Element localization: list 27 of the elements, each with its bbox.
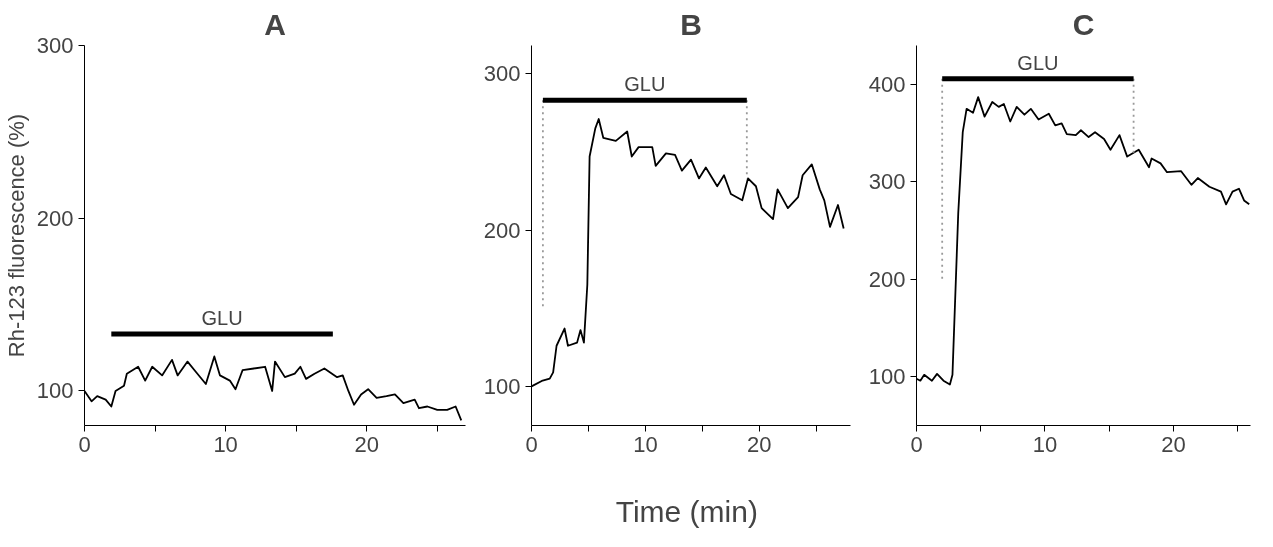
x-tick-label: 0 xyxy=(78,431,91,457)
x-tick-label: 10 xyxy=(1032,431,1058,457)
y-tick-label: 400 xyxy=(868,71,906,97)
x-tick-label: 10 xyxy=(213,431,238,457)
y-tick-label: 300 xyxy=(868,169,906,195)
y-tick-label: 300 xyxy=(483,61,521,87)
x-axis-title: Time (min) xyxy=(615,494,758,528)
y-axis-title: Rh-123 fluorescence (%) xyxy=(3,113,29,358)
y-tick-label: 300 xyxy=(36,33,74,58)
y-tick-label: 100 xyxy=(36,378,74,404)
annotation: GLU xyxy=(1017,51,1059,74)
x-tick-label: 20 xyxy=(1161,431,1186,457)
y-tick-label: 200 xyxy=(483,217,521,243)
x-tick-label: 10 xyxy=(633,431,658,457)
y-tick-label: 100 xyxy=(868,364,906,390)
y-tick-label: 100 xyxy=(483,373,521,399)
chart-title: C xyxy=(1072,7,1095,41)
y-tick-label: 200 xyxy=(868,266,906,292)
annotation: GLU xyxy=(624,73,666,96)
x-tick-label: 20 xyxy=(354,431,379,457)
x-tick-label: 0 xyxy=(910,431,923,457)
chart-title: B xyxy=(680,7,702,41)
chart-title: A xyxy=(264,7,286,41)
annotation: GLU xyxy=(201,306,243,329)
x-tick-label: 0 xyxy=(525,431,538,457)
y-tick-label: 200 xyxy=(36,205,74,231)
x-tick-label: 20 xyxy=(747,431,772,457)
